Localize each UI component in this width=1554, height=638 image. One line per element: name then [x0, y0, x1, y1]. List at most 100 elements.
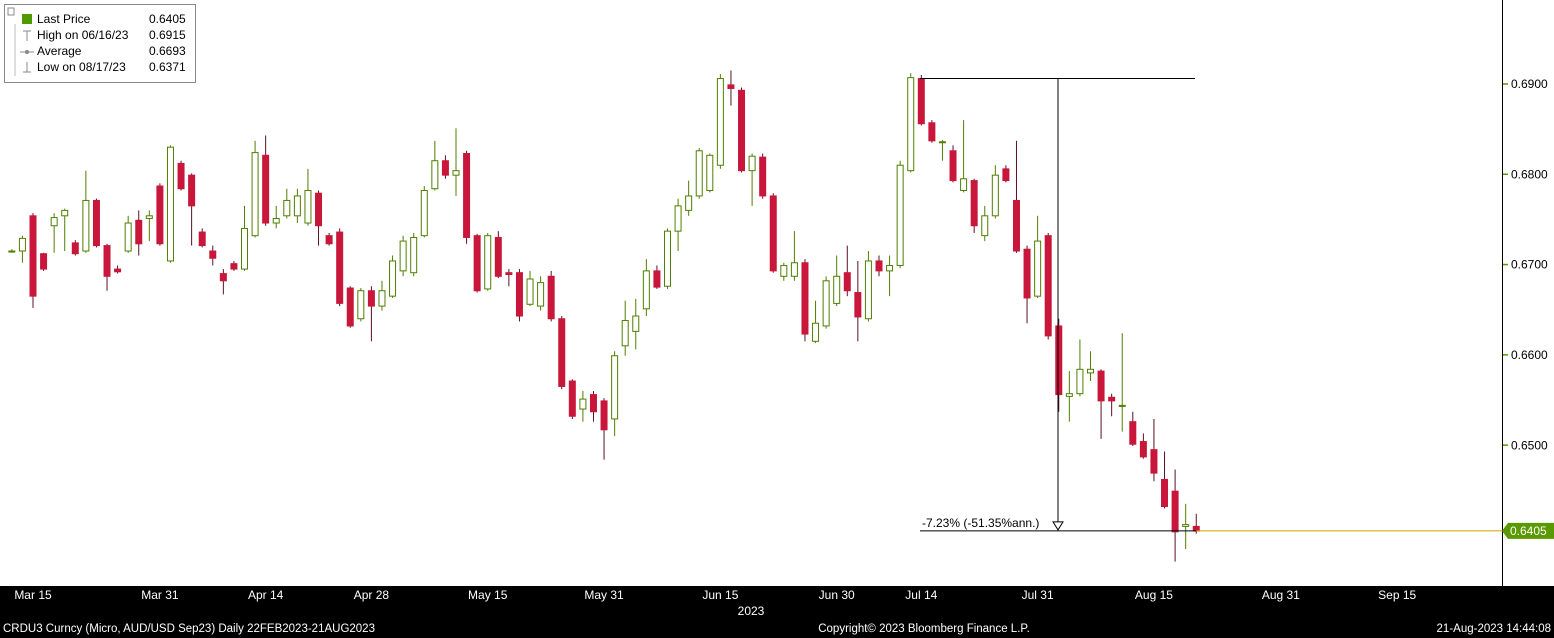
candle-body	[653, 270, 661, 288]
x-tick-label: Mar 15	[14, 588, 52, 602]
candle-body	[410, 236, 418, 274]
legend-value: 0.6371	[149, 60, 186, 74]
candle-body	[949, 150, 957, 182]
candle-body	[304, 190, 312, 224]
candle-body	[92, 199, 100, 247]
footer-right: 21-Aug-2023 14:44:08	[1437, 623, 1551, 635]
candle-body	[960, 178, 968, 192]
candle-body	[40, 253, 48, 270]
x-tick-label: Sep 15	[1378, 588, 1416, 602]
candle-body	[1108, 396, 1116, 402]
x-tick-label: Mar 31	[141, 588, 179, 602]
candle-body	[790, 262, 798, 277]
candle-body	[293, 195, 301, 217]
legend-value: 0.6693	[149, 44, 186, 58]
candle-body	[61, 209, 69, 217]
candle-body	[907, 77, 915, 172]
candle-body	[177, 162, 185, 190]
candle-body	[389, 260, 397, 297]
candle-body	[166, 146, 174, 262]
candle-body	[473, 235, 481, 292]
candle-body	[463, 152, 471, 238]
candle-body	[29, 215, 37, 297]
candle-body	[505, 272, 513, 275]
footer-left: CRDU3 Curncy (Micro, AUD/USD Sep23) Dail…	[3, 623, 375, 635]
candle-body	[738, 89, 746, 172]
candle-body	[1044, 235, 1052, 337]
candle-body	[494, 236, 502, 277]
candle-body	[1076, 368, 1084, 395]
candle-body	[917, 78, 925, 125]
right-axis-area	[1503, 0, 1554, 586]
candle-body	[1012, 199, 1020, 252]
candle-body	[600, 400, 608, 431]
x-tick-label: Jun 30	[819, 588, 855, 602]
candle-body	[378, 290, 386, 307]
candle-body	[1087, 368, 1094, 374]
candle-body	[568, 380, 576, 417]
candle-body	[621, 320, 629, 347]
y-tick-label: 0.6800	[1511, 167, 1548, 181]
candle-body	[780, 264, 788, 277]
candle-body	[1182, 524, 1190, 527]
candle-body	[854, 292, 862, 318]
candle-body	[1150, 449, 1158, 474]
candle-body	[526, 278, 534, 305]
candle-body	[325, 235, 333, 245]
candle-body	[812, 322, 820, 342]
candle-body	[8, 250, 16, 253]
x-tick-label: Aug 31	[1262, 588, 1300, 602]
legend-low-icon	[23, 62, 31, 73]
candle-body	[1055, 325, 1063, 396]
candle-body	[135, 219, 143, 245]
candle-body	[579, 398, 587, 410]
x-tick-label: Jun 15	[702, 588, 738, 602]
legend-label: Average	[37, 44, 82, 58]
candle-body	[896, 164, 904, 266]
candle-body	[241, 227, 248, 270]
legend: Last Price 0.6405 High on 06/16/23 0.691…	[4, 4, 196, 83]
candle-body	[336, 231, 344, 304]
candle-body	[970, 180, 978, 227]
legend-box	[4, 4, 196, 83]
candle-body	[103, 245, 111, 277]
candle-body	[843, 272, 851, 292]
candle-body	[315, 192, 323, 227]
y-tick-label: 0.6900	[1511, 77, 1548, 91]
candle-body	[219, 273, 227, 282]
candle-body	[188, 174, 196, 207]
x-tick-label: May 15	[468, 588, 508, 602]
candle-body	[875, 260, 883, 272]
candle-body	[642, 270, 650, 310]
candle-body	[769, 195, 777, 272]
candle-body	[251, 152, 259, 237]
candle-body	[938, 141, 946, 144]
candle-body	[716, 78, 724, 166]
candle-body	[262, 154, 270, 224]
candle-body	[991, 174, 999, 217]
x-tick-label: May 31	[584, 588, 624, 602]
candle-body	[399, 240, 407, 272]
candle-body	[981, 215, 989, 237]
marks: 0.6500 0.6600 0.6700 0.6800 0.6900 Mar 15 Mar …	[8, 70, 1554, 602]
candle-body	[611, 355, 619, 420]
candle-body	[367, 290, 375, 307]
candle-body	[1118, 404, 1126, 407]
candle-body	[1065, 393, 1073, 397]
candle-body	[124, 222, 132, 252]
candle-body	[515, 272, 523, 317]
legend-toggle[interactable]	[7, 7, 15, 16]
candle-body	[886, 264, 894, 272]
legend-average-dot	[25, 50, 29, 54]
candle-body	[452, 170, 460, 176]
x-tick-label: Jul 31	[1022, 588, 1054, 602]
candle-body	[537, 282, 545, 307]
candle-body	[685, 195, 693, 211]
candle-body	[1192, 525, 1200, 532]
candle-body	[558, 318, 566, 387]
candle-body	[50, 217, 58, 227]
candle-body	[1023, 248, 1031, 299]
candle-body	[1171, 490, 1179, 533]
candle-body	[357, 290, 365, 320]
